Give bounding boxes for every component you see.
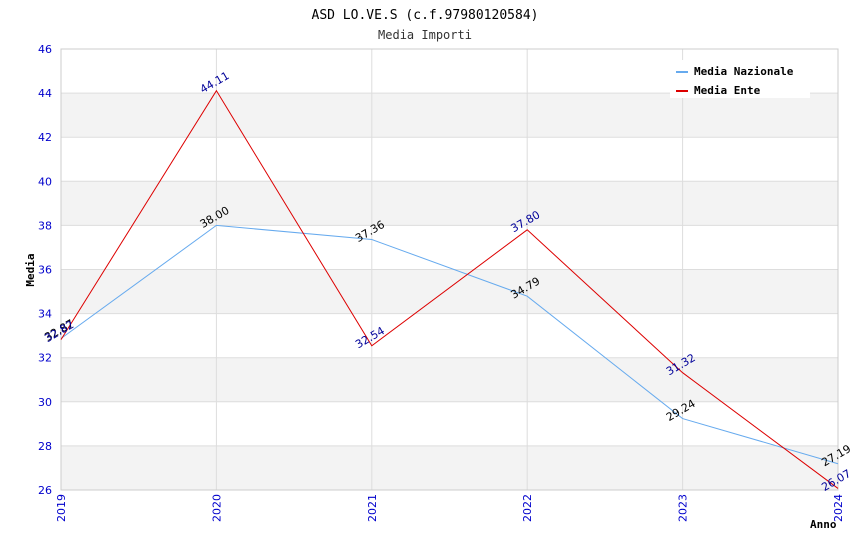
y-axis-ticks: 26 28 30 32 34 36 38 40 42 44 46 [38,43,52,497]
chart-title: ASD LO.VE.S (c.f.97980120584) [312,8,539,23]
series-lines [60,89,839,489]
plot-frame [60,48,839,491]
y-tick-label: 34 [38,308,52,321]
y-tick-label: 46 [38,43,52,56]
x-tick-label: 2024 [832,494,845,522]
grid-band [61,137,838,182]
x-tick-label: 2020 [210,494,223,522]
y-tick-label: 28 [38,440,52,453]
series-line-1 [60,89,839,489]
y-tick-label: 40 [38,175,52,188]
y-axis-label: Media [24,253,37,286]
y-tick-label: 44 [38,87,52,100]
legend: Media Nazionale Media Ente [670,60,810,98]
grid-band [61,269,838,314]
gridlines [60,48,839,491]
grid-band [61,313,838,358]
y-tick-label: 36 [38,264,52,277]
y-tick-label: 26 [38,484,52,497]
grid-band [61,445,838,490]
grid-band [61,93,838,138]
y-tick-label: 38 [38,219,52,232]
series-line-0 [60,224,839,465]
x-axis-label: Anno [810,518,837,531]
y-tick-label: 30 [38,396,52,409]
grid-bands [61,49,838,490]
chart-subtitle: Media Importi [378,28,472,42]
grid-band [61,181,838,226]
legend-label-media-ente: Media Ente [694,84,761,97]
grid-band [61,401,838,446]
grid-band [61,225,838,270]
x-tick-label: 2022 [521,494,534,522]
x-tick-label: 2021 [366,494,379,522]
y-tick-label: 32 [38,352,52,365]
x-tick-label: 2019 [55,494,68,522]
legend-label-media-nazionale: Media Nazionale [694,65,794,78]
legend-box [670,60,810,98]
grid-band [61,357,838,402]
y-tick-label: 42 [38,131,52,144]
x-tick-label: 2023 [677,494,690,522]
x-axis-ticks: 2019 2020 2021 2022 2023 2024 [55,494,845,522]
